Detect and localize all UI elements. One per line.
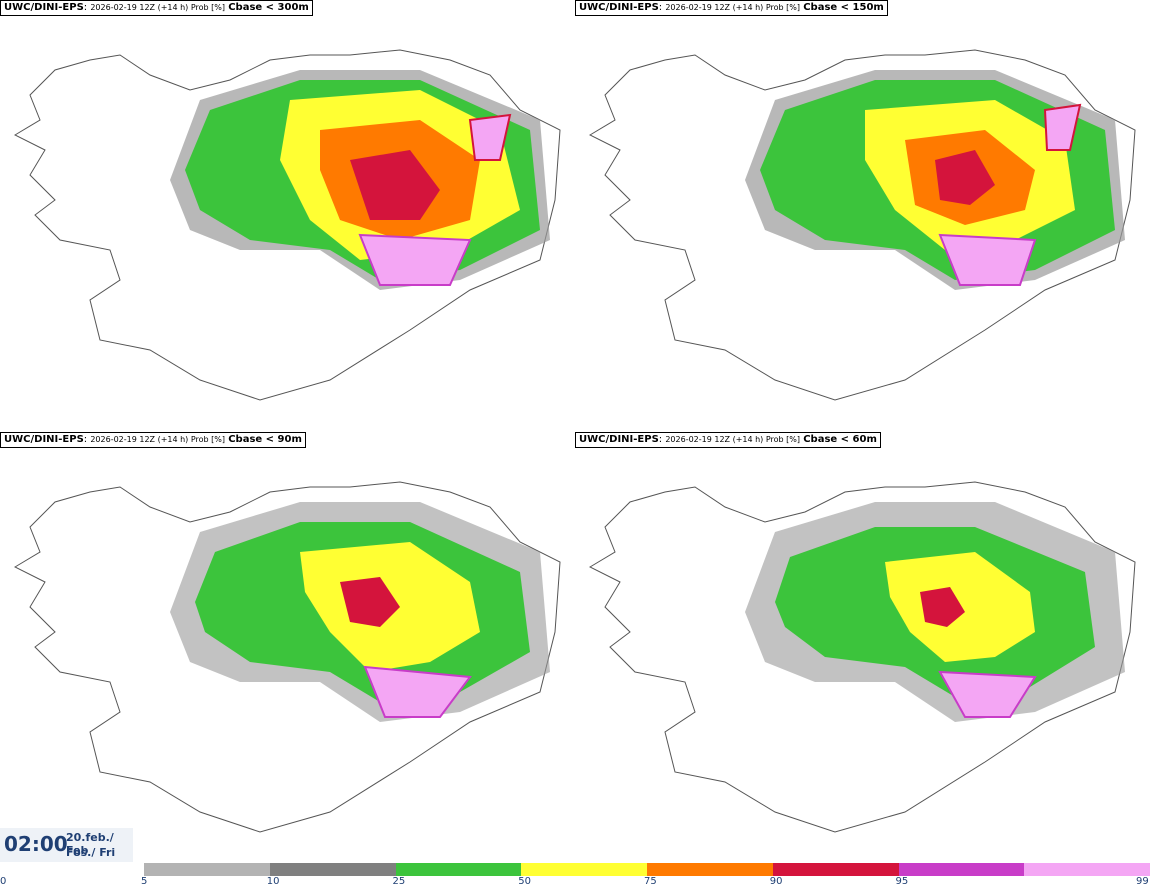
variable-label: Cbase < 150m xyxy=(803,2,884,13)
run-meta: 2026-02-19 12Z (+14 h) Prob [%] xyxy=(90,3,226,12)
colorbar-tick-label: 10 xyxy=(266,876,280,887)
iceland-map xyxy=(13,49,561,401)
variable-label: Cbase < 300m xyxy=(228,2,309,13)
region-pink xyxy=(363,665,472,718)
colorbar-segment xyxy=(521,863,647,876)
panel-title: UWC/DINI-EPS: 2026-02-19 12Z (+14 h) Pro… xyxy=(575,432,881,448)
colorbar-segment xyxy=(269,863,396,876)
colorbar-segment xyxy=(772,863,899,876)
run-meta: 2026-02-19 12Z (+14 h) Prob [%] xyxy=(665,435,801,444)
iceland-map xyxy=(588,481,1136,833)
region-pink xyxy=(938,670,1037,718)
model-name: UWC/DINI-EPS xyxy=(579,2,659,13)
colorbar-tick-label: 90 xyxy=(769,876,783,887)
model-name: UWC/DINI-EPS xyxy=(4,434,84,445)
panel-title: UWC/DINI-EPS: 2026-02-19 12Z (+14 h) Pro… xyxy=(575,0,888,16)
region-red xyxy=(340,577,400,627)
valid-time: 02:00 xyxy=(4,832,68,856)
colorbar xyxy=(144,863,1150,876)
colorbar-segment xyxy=(1024,863,1150,876)
iceland-map xyxy=(13,481,561,833)
colorbar-segment xyxy=(144,863,270,876)
model-name: UWC/DINI-EPS xyxy=(579,434,659,445)
colorbar-tick-label: 0 xyxy=(0,876,7,887)
model-name: UWC/DINI-EPS xyxy=(4,2,84,13)
map-panel-cbase-150m: UWC/DINI-EPS: 2026-02-19 12Z (+14 h) Pro… xyxy=(575,0,1150,432)
valid-time-box: 02:00 20.feb./ Feb Fös./ Fri xyxy=(0,828,133,862)
variable-label: Cbase < 90m xyxy=(228,434,302,445)
region-pink-north xyxy=(468,113,512,161)
colorbar-segment xyxy=(395,863,522,876)
iceland-map xyxy=(588,49,1136,401)
map-panel-cbase-300m: UWC/DINI-EPS: 2026-02-19 12Z (+14 h) Pro… xyxy=(0,0,575,432)
colorbar-tick-label: 99 xyxy=(1136,876,1149,887)
colorbar-tick-label: 5 xyxy=(141,876,148,887)
run-meta: 2026-02-19 12Z (+14 h) Prob [%] xyxy=(665,3,801,12)
region-red xyxy=(920,587,965,627)
region-pink-north xyxy=(1043,103,1082,151)
valid-date: 20.feb./ Feb xyxy=(66,831,114,857)
panel-title: UWC/DINI-EPS: 2026-02-19 12Z (+14 h) Pro… xyxy=(0,432,306,448)
valid-day: Fös./ Fri xyxy=(66,846,116,859)
colorbar-tick-label: 50 xyxy=(518,876,531,887)
run-meta: 2026-02-19 12Z (+14 h) Prob [%] xyxy=(90,435,226,444)
colorbar-tick-label: 75 xyxy=(644,876,657,887)
map-panel-cbase-60m: UWC/DINI-EPS: 2026-02-19 12Z (+14 h) Pro… xyxy=(575,432,1150,864)
region-red xyxy=(935,150,995,205)
region-pink xyxy=(938,233,1037,286)
region-pink xyxy=(358,233,472,286)
colorbar-segment xyxy=(647,863,773,876)
colorbar-tick-label: 95 xyxy=(895,876,909,887)
colorbar-segment xyxy=(898,863,1025,876)
region-red xyxy=(350,150,440,220)
map-panel-cbase-90m: UWC/DINI-EPS: 2026-02-19 12Z (+14 h) Pro… xyxy=(0,432,575,864)
panel-title: UWC/DINI-EPS: 2026-02-19 12Z (+14 h) Pro… xyxy=(0,0,313,16)
variable-label: Cbase < 60m xyxy=(803,434,877,445)
colorbar-tick-label: 25 xyxy=(392,876,406,887)
